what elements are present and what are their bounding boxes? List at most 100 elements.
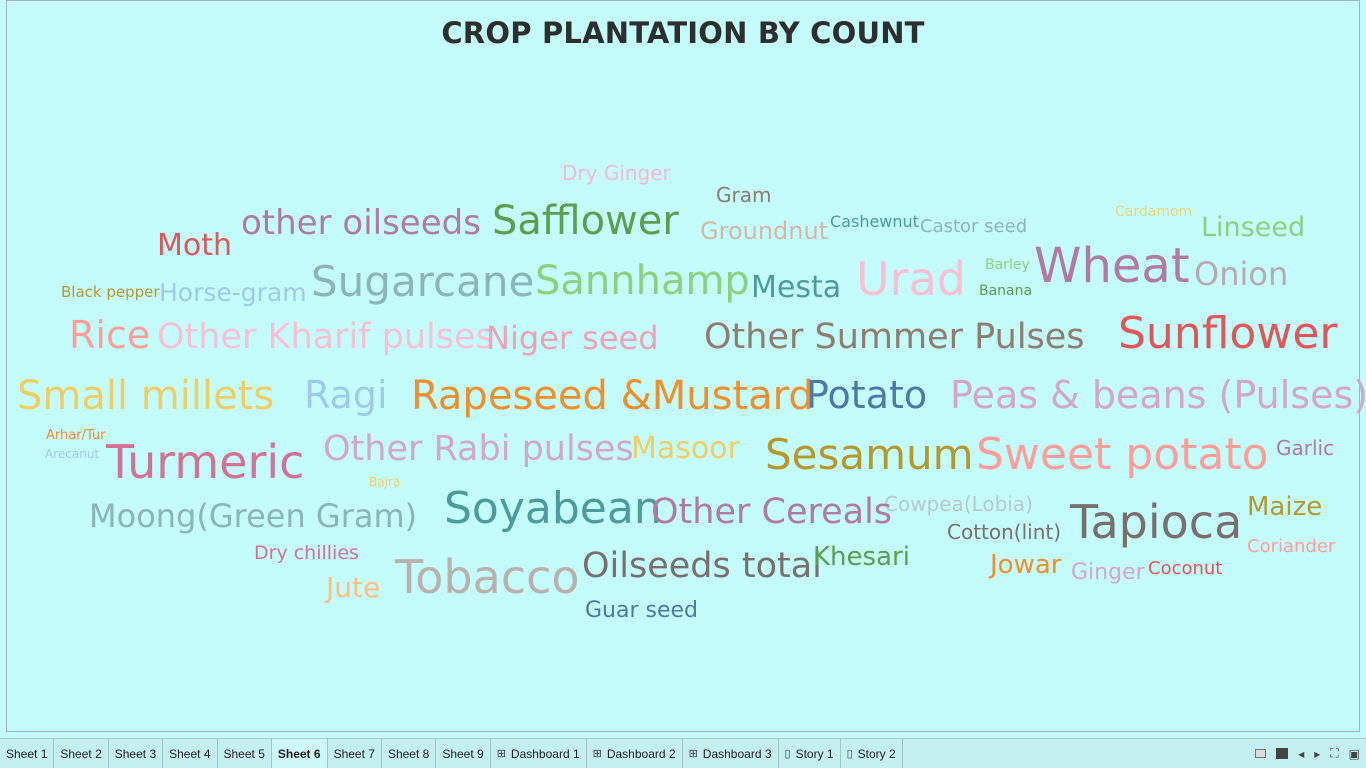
cloud-word[interactable]: Other Rabi pulses (323, 429, 634, 469)
dashboard-icon: ⊞ (496, 748, 506, 760)
prev-sheet-icon[interactable]: ◂ (1298, 746, 1305, 761)
cloud-word[interactable]: Barley (985, 257, 1030, 273)
cloud-word[interactable]: Jowar (990, 550, 1062, 580)
story-icon: ▯ (784, 748, 791, 760)
cloud-word[interactable]: Arecanut (45, 447, 100, 461)
grid-icon[interactable] (1276, 748, 1289, 759)
cloud-word[interactable]: Oilseeds total (582, 546, 822, 586)
cloud-word[interactable]: Wheat (1034, 238, 1190, 294)
cloud-word[interactable]: Sugarcane (311, 257, 535, 306)
cloud-word[interactable]: Urad (856, 252, 966, 306)
cloud-word[interactable]: Other Cereals (651, 492, 893, 532)
fullscreen-icon[interactable]: ⛶ (1330, 746, 1339, 760)
tab-sheet-6[interactable]: Sheet 6 (271, 739, 328, 768)
tab-label: Dashboard 1 (510, 746, 580, 761)
tab-label: Sheet 8 (387, 746, 430, 761)
cloud-word[interactable]: Banana (979, 283, 1033, 299)
cloud-word[interactable]: Other Summer Pulses (704, 317, 1085, 357)
cloud-word[interactable]: Cashewnut (830, 212, 919, 231)
tab-label: Sheet 5 (223, 746, 265, 761)
cloud-word[interactable]: Guar seed (585, 598, 699, 623)
next-sheet-icon[interactable]: ▸ (1314, 746, 1321, 761)
sheet-tab-bar: Sheet 1 Sheet 2 Sheet 3 Sheet 4 Sheet 5 Sheet… (0, 738, 1366, 768)
tab-dashboard-2[interactable]: ⊞ Dashboard 2 (587, 739, 683, 768)
cloud-word[interactable]: Groundnut (700, 217, 829, 245)
tab-label: Sheet 9 (442, 746, 484, 761)
cloud-word[interactable]: Horse-gram (159, 278, 307, 307)
cloud-word[interactable]: Onion (1194, 255, 1289, 293)
tab-label: Dashboard 3 (702, 746, 772, 761)
tab-sheet-8[interactable]: Sheet 8 (382, 739, 437, 768)
cloud-word[interactable]: Cowpea(Lobia) (884, 492, 1033, 516)
cloud-word[interactable]: Potato (806, 373, 928, 417)
cloud-word[interactable]: Rapeseed &Mustard (411, 373, 814, 419)
cloud-word[interactable]: Bajra (369, 475, 401, 489)
cloud-word[interactable]: Sweet potato (976, 429, 1269, 480)
cloud-word[interactable]: Dry chillies (254, 542, 359, 564)
tab-label: Story 1 (795, 746, 834, 761)
cloud-word[interactable]: Khesari (813, 542, 910, 572)
tab-sheet-9[interactable]: Sheet 9 (436, 739, 491, 768)
cloud-word[interactable]: Castor seed (920, 216, 1028, 237)
cloud-word[interactable]: Sesamum (765, 430, 974, 479)
cloud-word[interactable]: Moth (157, 228, 233, 263)
film-strip-icon[interactable] (1255, 749, 1267, 758)
tab-sheet-7[interactable]: Sheet 7 (328, 739, 382, 768)
cloud-word[interactable]: Dry Ginger (562, 161, 671, 185)
tab-bar-controls: ◂ ▸ ⛶ ▣ (1255, 739, 1360, 768)
dashboard-icon: ⊞ (592, 748, 602, 760)
cloud-word[interactable]: Turmeric (106, 435, 305, 489)
word-cloud: Dry Ginger Gram Cardamom other oilseeds Saff… (17, 161, 1366, 623)
cloud-word[interactable]: Sannhamp (535, 258, 750, 304)
cloud-word[interactable]: Cardamom (1115, 204, 1193, 220)
tab-sheet-2[interactable]: Sheet 2 (54, 739, 109, 768)
cloud-word[interactable]: Soyabean (444, 483, 662, 534)
tab-label: Story 2 (857, 746, 896, 761)
cloud-word[interactable]: Linseed (1201, 212, 1306, 243)
cloud-word[interactable]: Black pepper (61, 283, 160, 301)
tab-sheet-4[interactable]: Sheet 4 (163, 739, 218, 768)
cloud-word[interactable]: Tapioca (1070, 495, 1243, 549)
cloud-word[interactable]: Coconut (1148, 558, 1223, 579)
cloud-word[interactable]: Ginger (1071, 560, 1145, 585)
tab-dashboard-3[interactable]: ⊞ Dashboard 3 (683, 739, 779, 768)
tab-story-1[interactable]: ▯ Story 1 (779, 739, 841, 768)
cloud-word[interactable]: Garlic (1276, 436, 1335, 460)
cloud-word[interactable]: Arhar/Tur (46, 428, 106, 443)
cloud-word[interactable]: Niger seed (486, 319, 659, 357)
cloud-word[interactable]: Small millets (17, 373, 275, 419)
cloud-word[interactable]: Tobacco (395, 550, 580, 604)
viz-frame (6, 0, 1360, 732)
cloud-word[interactable]: Masoor (631, 431, 740, 466)
cloud-word[interactable]: Mesta (751, 270, 842, 305)
tab-label: Sheet 4 (169, 746, 211, 761)
tab-label: Sheet 7 (333, 746, 375, 761)
cloud-word[interactable]: Gram (716, 183, 772, 207)
cloud-word[interactable]: Moong(Green Gram) (89, 497, 418, 535)
tab-label: Sheet 1 (6, 746, 48, 761)
cloud-word[interactable]: other oilseeds (241, 203, 481, 243)
cloud-word[interactable]: Cotton(lint) (947, 520, 1062, 544)
tab-story-2[interactable]: ▯ Story 2 (841, 739, 903, 768)
tab-label: Dashboard 2 (606, 746, 676, 761)
cloud-word[interactable]: Ragi (304, 373, 388, 417)
cloud-word[interactable]: Jute (326, 571, 381, 604)
tab-sheet-3[interactable]: Sheet 3 (109, 739, 164, 768)
tab-label: Sheet 3 (114, 746, 157, 761)
tab-sheet-5[interactable]: Sheet 5 (218, 739, 272, 768)
cloud-word[interactable]: Coriander (1247, 536, 1336, 557)
cloud-word[interactable]: Maize (1247, 492, 1323, 522)
tab-label: Sheet 6 (277, 746, 321, 761)
cloud-word[interactable]: Peas & beans (Pulses) (950, 373, 1366, 417)
dashboard-icon: ⊞ (688, 748, 698, 760)
tab-dashboard-1[interactable]: ⊞ Dashboard 1 (491, 739, 587, 768)
cloud-word[interactable]: Rice (69, 313, 151, 357)
tab-sheet-1[interactable]: Sheet 1 (0, 739, 55, 768)
presentation-icon[interactable]: ▣ (1348, 746, 1360, 761)
cloud-word[interactable]: Sunflower (1118, 308, 1338, 359)
sheet-title: CROP PLANTATION BY COUNT (441, 16, 925, 50)
cloud-word[interactable]: Safflower (492, 198, 679, 244)
cloud-word[interactable]: Other Kharif pulses (157, 317, 494, 357)
story-icon: ▯ (846, 748, 853, 760)
tab-label: Sheet 2 (60, 746, 102, 761)
